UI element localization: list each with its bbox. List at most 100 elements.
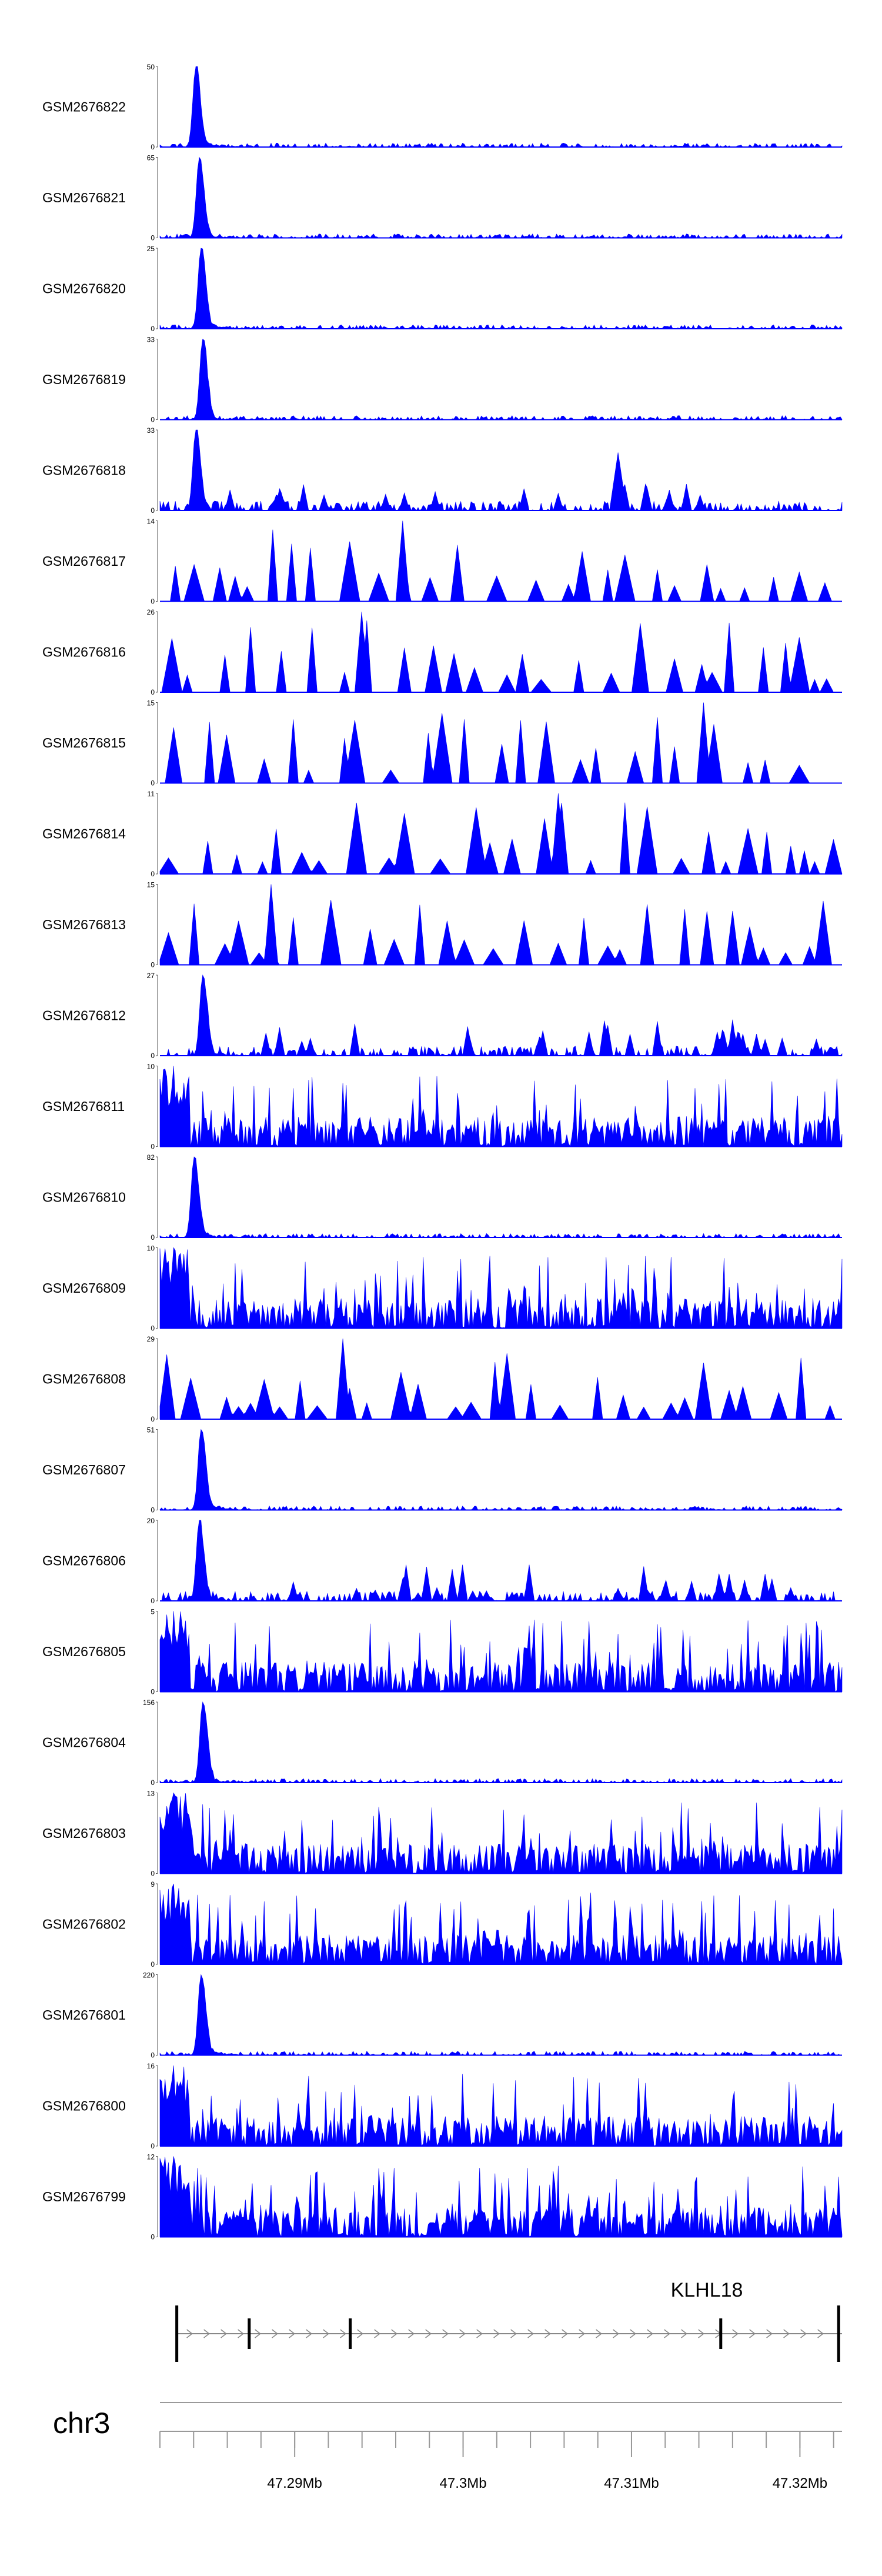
track-GSM2676820: GSM2676820 25 0 [42,245,843,333]
track-label: GSM2676800 [42,2098,126,2114]
coverage-area [159,1792,843,1874]
track-label: GSM2676802 [42,1917,126,1932]
y-min-label: 0 [151,1324,155,1333]
track-GSM2676822: GSM2676822 50 0 [42,63,843,151]
strand-arrow-icon [255,2329,261,2338]
track-GSM2676809: GSM2676809 10 0 [42,1244,843,1333]
track-label: GSM2676807 [42,1462,126,1477]
strand-arrow-icon [698,2329,704,2338]
track-GSM2676801: GSM2676801 220 0 [42,1971,842,2060]
coverage-area [159,2065,843,2147]
strand-arrow-icon [220,2329,227,2338]
coverage-area [160,520,842,602]
track-label: GSM2676815 [42,735,126,750]
track-GSM2676799: GSM2676799 12 0 [42,2153,843,2241]
strand-arrow-icon [766,2329,773,2338]
track-label: GSM2676804 [42,1735,126,1750]
track-label: GSM2676814 [42,826,126,842]
track-GSM2676818: GSM2676818 33 0 [42,426,843,515]
track-GSM2676807: GSM2676807 51 0 [42,1426,843,1514]
y-min-label: 0 [151,1960,155,1968]
strand-arrow-icon [544,2329,551,2338]
coverage-tracks: GSM2676822500GSM2676821650GSM2676820250G… [42,63,843,2241]
strand-arrow-icon [732,2329,739,2338]
y-min-label: 0 [151,1143,155,1151]
track-label: GSM2676813 [42,917,126,932]
strand-arrow-icon [306,2329,312,2338]
strand-arrow-icon [425,2329,432,2338]
strand-arrow-icon [323,2329,329,2338]
strand-arrow-icon [562,2329,568,2338]
strand-arrow-icon [681,2329,687,2338]
strand-arrow-icon [800,2329,807,2338]
y-min-label: 0 [151,1506,155,1514]
track-GSM2676808: GSM2676808 29 0 [42,1335,842,1423]
y-min-label: 0 [151,1870,155,1878]
strand-arrow-icon [476,2329,483,2338]
strand-arrow-icon [817,2329,824,2338]
gene-exon [719,2318,723,2349]
y-max-label: 16 [147,2062,155,2070]
track-GSM2676815: GSM2676815 15 0 [42,699,842,788]
coverage-area [160,974,843,1057]
coverage-area [159,1883,843,1965]
track-GSM2676803: GSM2676803 13 0 [42,1790,843,1878]
gene-exon [837,2305,840,2362]
y-max-label: 33 [147,426,155,435]
track-GSM2676812: GSM2676812 27 0 [42,972,843,1060]
coverage-area [160,338,843,421]
coverage-area [159,2156,843,2238]
y-max-label: 15 [147,881,155,889]
coverage-area [159,1974,842,2056]
strand-arrow-icon [596,2329,602,2338]
y-max-label: 5 [151,1608,155,1616]
y-min-label: 0 [151,143,155,151]
strand-arrow-icon [579,2329,585,2338]
track-GSM2676800: GSM2676800 16 0 [42,2062,843,2150]
axis-tick-label: 47.32Mb [773,2475,827,2491]
y-min-label: 0 [151,234,155,242]
track-GSM2676802: GSM2676802 9 0 [42,1880,843,1968]
strand-arrow-icon [357,2329,363,2338]
y-max-label: 65 [147,154,155,162]
y-min-label: 0 [151,1688,155,1696]
strand-arrow-icon [783,2329,790,2338]
strand-arrow-icon [391,2329,397,2338]
gene-exon [349,2318,352,2349]
track-label: GSM2676810 [42,1190,126,1205]
y-min-label: 0 [151,779,155,788]
strand-arrow-icon [289,2329,295,2338]
strand-arrow-icon [493,2329,500,2338]
strand-arrow-icon [527,2329,534,2338]
y-min-label: 0 [151,870,155,878]
track-GSM2676816: GSM2676816 26 0 [42,608,842,696]
track-label: GSM2676805 [42,1644,126,1659]
y-max-label: 29 [147,1335,155,1343]
axis-tick-label: 47.29Mb [267,2475,322,2491]
coverage-area [159,1247,843,1329]
y-max-label: 82 [147,1153,155,1162]
track-label: GSM2676819 [42,372,126,387]
y-min-label: 0 [151,598,155,606]
track-GSM2676817: GSM2676817 14 0 [42,518,842,606]
y-min-label: 0 [151,1233,155,1242]
genome-axis: chr3 47.29Mb 47.3Mb 47.31Mb 47.32Mb [53,2402,842,2491]
coverage-area [159,884,842,965]
strand-arrow-icon [442,2329,449,2338]
strand-arrow-icon [272,2329,278,2338]
y-min-label: 0 [151,2051,155,2060]
strand-arrow-icon [510,2329,517,2338]
track-label: GSM2676817 [42,553,126,569]
y-max-label: 10 [147,1244,155,1253]
y-max-label: 33 [147,336,155,344]
y-max-label: 15 [147,699,155,708]
axis-tick-label: 47.3Mb [440,2475,487,2491]
strand-arrow-icon [340,2329,346,2338]
strand-arrow-icon [374,2329,380,2338]
coverage-area [159,1429,843,1511]
y-max-label: 14 [147,518,155,526]
track-label: GSM2676803 [42,1826,126,1841]
track-label: GSM2676822 [42,99,126,115]
y-min-label: 0 [151,506,155,515]
